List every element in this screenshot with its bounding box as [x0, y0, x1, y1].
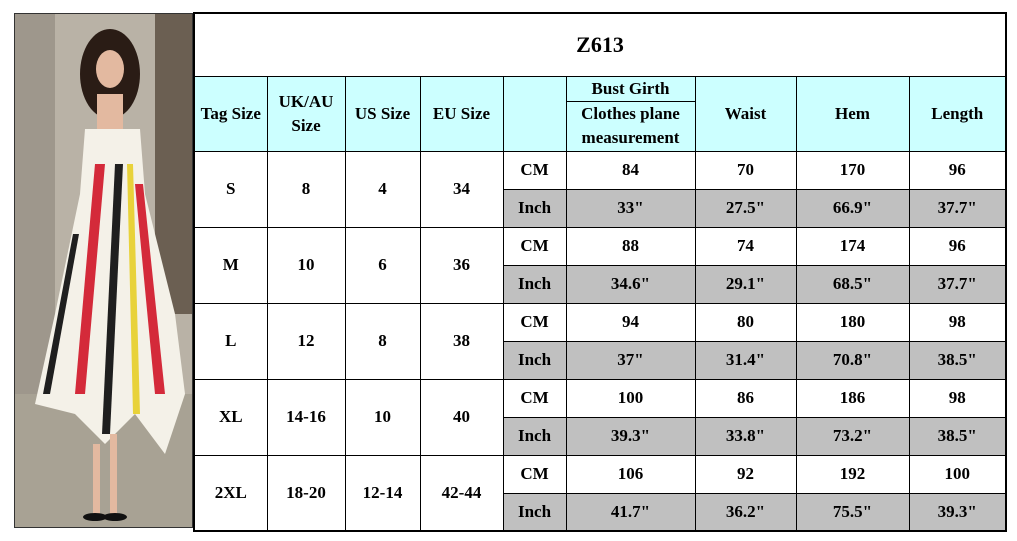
measure-cell: 186 — [795, 378, 910, 418]
unit-header — [502, 75, 567, 152]
size-cell: 12-14 — [344, 454, 421, 532]
table-row: Inch 39.3" 33.8" 73.2" 38.5" — [194, 416, 1007, 456]
table-row: 2XL 18-20 12-14 42-44 CM 106 92 192 100 — [193, 454, 1007, 532]
measure-cell: 84 — [565, 150, 696, 190]
measure-cell: 70 — [694, 150, 797, 190]
column-header: Tag Size — [193, 75, 268, 152]
table-row: Inch 37" 31.4" 70.8" 38.5" — [194, 340, 1007, 380]
size-cell: 6 — [344, 226, 421, 304]
measure-cell: 80 — [694, 302, 797, 342]
table-row: Clothes plane measurement — [194, 100, 1006, 152]
measure-cell: 98 — [908, 302, 1007, 342]
measure-cell: 174 — [795, 226, 910, 266]
measure-cell: 75.5" — [795, 492, 910, 532]
measure-cell: 39.3" — [565, 416, 696, 456]
size-cell: 38 — [419, 302, 504, 380]
measure-cell: 68.5" — [795, 264, 910, 304]
table-row: L 12 8 38 CM 94 80 180 98 — [193, 302, 1007, 380]
size-cell: 4 — [344, 150, 421, 228]
column-header: Waist — [694, 75, 797, 152]
table-row: S 8 4 34 CM 84 70 170 96 — [193, 150, 1007, 228]
measure-cell: 33.8" — [694, 416, 797, 456]
measure-cell: 96 — [908, 150, 1007, 190]
unit-cell: CM — [502, 302, 567, 342]
measure-cell: 41.7" — [565, 492, 696, 532]
column-subheader: Clothes plane measurement — [565, 100, 696, 152]
unit-cell: CM — [502, 226, 567, 266]
table-row: XL 14-16 10 40 CM 100 86 186 98 — [193, 378, 1007, 456]
measure-cell: 37.7" — [908, 264, 1007, 304]
size-cell: L — [193, 302, 268, 380]
measure-cell: 74 — [694, 226, 797, 266]
size-cell: 36 — [419, 226, 504, 304]
measure-cell: 29.1" — [694, 264, 797, 304]
unit-cell: Inch — [502, 340, 567, 380]
measure-cell: 192 — [795, 454, 910, 494]
size-cell: 2XL — [193, 454, 268, 532]
table-title: Z613 — [193, 12, 1007, 77]
measure-cell: 38.5" — [908, 340, 1007, 380]
table-row: Inch 33" 27.5" 66.9" 37.7" — [194, 188, 1007, 228]
measure-cell: 70.8" — [795, 340, 910, 380]
measure-cell: 96 — [908, 226, 1007, 266]
measure-cell: 33" — [565, 188, 696, 228]
unit-cell: CM — [502, 378, 567, 418]
measure-cell: 73.2" — [795, 416, 910, 456]
measure-cell: 36.2" — [694, 492, 797, 532]
measure-cell: 94 — [565, 302, 696, 342]
size-cell: 40 — [419, 378, 504, 456]
unit-cell: Inch — [502, 492, 567, 532]
measure-cell: 27.5" — [694, 188, 797, 228]
unit-cell: Inch — [502, 188, 567, 228]
table-row: Inch 34.6" 29.1" 68.5" 37.7" — [194, 264, 1007, 304]
measure-cell: 38.5" — [908, 416, 1007, 456]
measure-cell: 170 — [795, 150, 910, 190]
measure-cell: 88 — [565, 226, 696, 266]
measure-cell: 39.3" — [908, 492, 1007, 532]
size-table: Z613 Tag Size UK/AU Size US Size EU Size Bust… — [193, 12, 1008, 532]
unit-cell: CM — [502, 150, 567, 190]
size-cell: S — [193, 150, 268, 228]
measure-cell: 100 — [565, 378, 696, 418]
unit-cell: Inch — [502, 264, 567, 304]
column-header: Hem — [795, 75, 910, 152]
size-cell: 8 — [344, 302, 421, 380]
measure-cell: 98 — [908, 378, 1007, 418]
measure-cell: 92 — [694, 454, 797, 494]
size-cell: 12 — [266, 302, 346, 380]
table-row: Z613 — [193, 12, 1007, 77]
table-row: M 10 6 36 CM 88 74 174 96 — [193, 226, 1007, 304]
size-cell: M — [193, 226, 268, 304]
table-row: Inch 41.7" 36.2" 75.5" 39.3" — [194, 492, 1007, 532]
size-cell: XL — [193, 378, 268, 456]
measure-cell: 180 — [795, 302, 910, 342]
column-header: Bust Girth — [565, 75, 696, 102]
size-cell: 8 — [266, 150, 346, 228]
size-cell: 10 — [266, 226, 346, 304]
column-header: EU Size — [419, 75, 504, 152]
measure-cell: 37.7" — [908, 188, 1007, 228]
product-photo — [14, 13, 193, 528]
unit-cell: CM — [502, 454, 567, 494]
measure-cell: 66.9" — [795, 188, 910, 228]
table-row: Tag Size UK/AU Size US Size EU Size Bust Gir… — [193, 75, 1007, 152]
measure-cell: 100 — [908, 454, 1007, 494]
size-cell: 34 — [419, 150, 504, 228]
measure-cell: 31.4" — [694, 340, 797, 380]
measure-cell: 86 — [694, 378, 797, 418]
size-cell: 42-44 — [419, 454, 504, 532]
size-cell: 18-20 — [266, 454, 346, 532]
size-cell: 10 — [344, 378, 421, 456]
size-cell: 14-16 — [266, 378, 346, 456]
measure-cell: 34.6" — [565, 264, 696, 304]
measure-cell: 37" — [565, 340, 696, 380]
unit-cell: Inch — [502, 416, 567, 456]
measure-cell: 106 — [565, 454, 696, 494]
column-header: US Size — [344, 75, 421, 152]
column-header: UK/AU Size — [266, 75, 346, 152]
column-header: Length — [908, 75, 1007, 152]
